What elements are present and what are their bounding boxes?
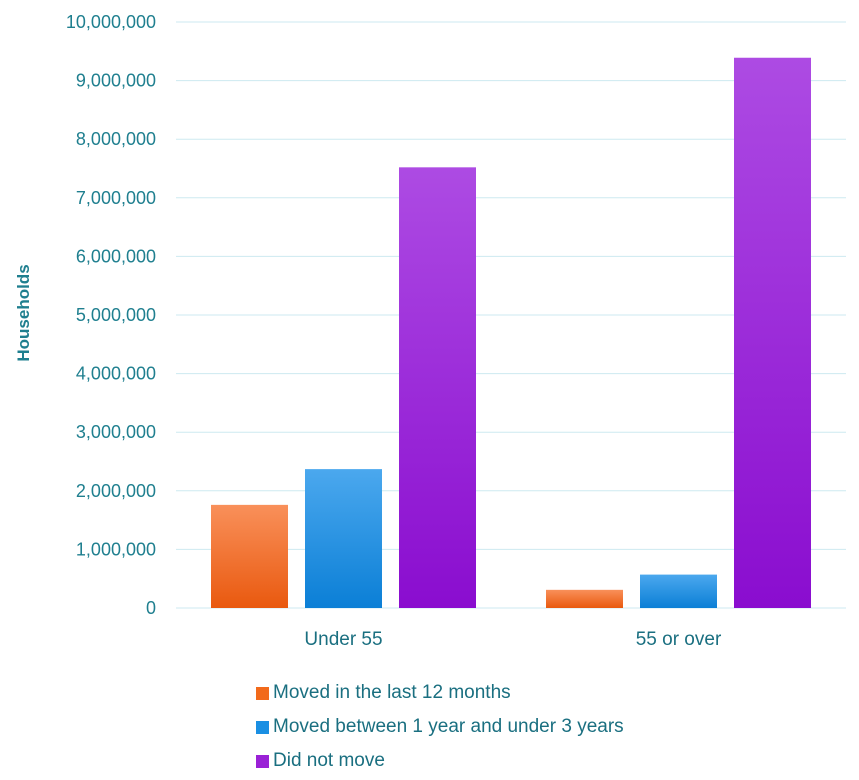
- y-axis-ticks: 0 1,000,000 2,000,000 3,000,000 4,000,000 5,0…: [66, 12, 156, 618]
- bar-did-not-move-1: [734, 57, 811, 609]
- bars: [211, 57, 811, 609]
- y-axis-title: Households: [14, 264, 33, 361]
- x-category-label: Under 55: [304, 629, 382, 650]
- legend: Moved in the last 12 months Moved between…: [256, 676, 624, 778]
- y-tick-label: 1,000,000: [76, 539, 156, 559]
- x-axis-categories: Under 55 55 or over: [304, 629, 722, 650]
- legend-label: Moved in the last 12 months: [273, 682, 511, 703]
- y-tick-label: 9,000,000: [76, 71, 156, 91]
- y-tick-label: 0: [146, 598, 156, 618]
- legend-swatch: [256, 754, 269, 768]
- x-category-label: 55 or over: [636, 629, 722, 650]
- legend-item: Moved in the last 12 months: [256, 676, 624, 710]
- y-tick-label: 2,000,000: [76, 481, 156, 501]
- bar-moved-in-the-last-12-months-1: [546, 589, 623, 608]
- legend-swatch: [256, 686, 269, 700]
- y-tick-label: 8,000,000: [76, 129, 156, 149]
- bar-chart: 0 1,000,000 2,000,000 3,000,000 4,000,000 5,0…: [14, 12, 846, 650]
- legend-label: Did not move: [273, 750, 385, 771]
- legend-item: Did not move: [256, 744, 624, 778]
- y-tick-label: 6,000,000: [76, 246, 156, 266]
- y-tick-label: 3,000,000: [76, 422, 156, 442]
- legend-label: Moved between 1 year and under 3 years: [273, 716, 624, 737]
- legend-item: Moved between 1 year and under 3 years: [256, 710, 624, 744]
- bar-did-not-move-0: [399, 167, 476, 608]
- bar-moved-in-the-last-12-months-0: [211, 504, 288, 608]
- bar-moved-between-1-year-and-under-3-years-1: [640, 574, 717, 608]
- y-tick-label: 10,000,000: [66, 12, 156, 32]
- legend-swatch: [256, 720, 269, 734]
- y-tick-label: 7,000,000: [76, 188, 156, 208]
- y-tick-label: 5,000,000: [76, 305, 156, 325]
- bar-moved-between-1-year-and-under-3-years-0: [305, 469, 382, 608]
- y-tick-label: 4,000,000: [76, 364, 156, 384]
